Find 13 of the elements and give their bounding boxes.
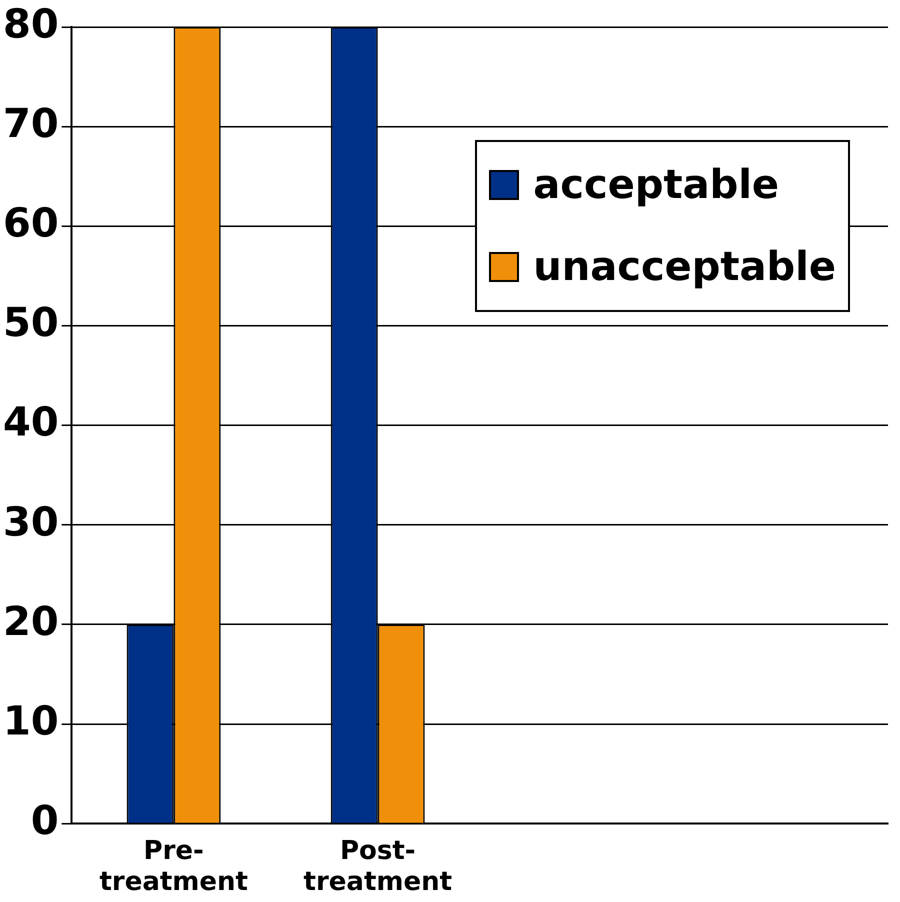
legend-label: unacceptable [533, 244, 836, 290]
y-tick-label: 80 [2, 1, 59, 48]
y-tick-label: 70 [2, 100, 59, 147]
y-tick-label: 20 [2, 598, 59, 645]
y-tick-label: 40 [2, 400, 59, 446]
x-tick-label: Post-treatment [304, 836, 452, 898]
y-tick-label: 50 [2, 300, 59, 346]
y-tick-label: 0 [30, 798, 59, 844]
y-tick-label: 60 [2, 200, 59, 247]
x-tick-label: Pre-treatment [99, 836, 248, 898]
legend-label: acceptable [533, 162, 780, 208]
y-tick-label: 30 [2, 499, 59, 546]
y-tick-label: 10 [2, 698, 59, 744]
